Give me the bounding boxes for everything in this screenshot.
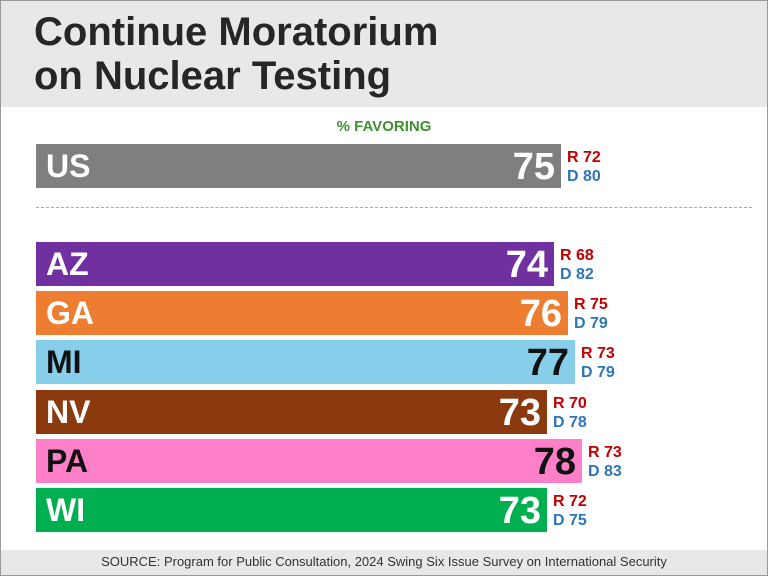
d-label-nv: D 78 (553, 414, 587, 431)
bar-label-az: AZ (46, 246, 89, 282)
chart-subtitle: % FAVORING (336, 118, 432, 135)
d-label-az: D 82 (560, 266, 594, 283)
bar-value-nv: 73 (499, 392, 541, 434)
r-label-az: R 68 (560, 247, 594, 264)
r-label-mi: R 73 (581, 345, 615, 362)
footer-band (1, 550, 767, 575)
bar-us (36, 144, 561, 188)
r-label-ga: R 75 (574, 296, 608, 313)
bar-pa (36, 439, 582, 483)
d-label-mi: D 79 (581, 364, 615, 381)
r-label-pa: R 73 (588, 444, 622, 461)
bar-wi (36, 488, 547, 532)
source-note: SOURCE: Program for Public Consultation,… (101, 554, 667, 569)
bar-mi (36, 340, 575, 384)
chart-title: Continue Moratorium on Nuclear Testing (34, 10, 734, 98)
bar-label-ga: GA (46, 295, 94, 331)
bar-value-mi: 77 (527, 342, 569, 384)
bar-value-us: 75 (513, 146, 555, 188)
divider-line (36, 207, 752, 208)
d-label-ga: D 79 (574, 315, 608, 332)
bar-ga (36, 291, 568, 335)
title-line-1: Continue Moratorium (34, 10, 439, 54)
title-band (1, 1, 767, 107)
d-label-pa: D 83 (588, 463, 622, 480)
d-label-wi: D 75 (553, 512, 587, 529)
bar-value-pa: 78 (534, 441, 576, 483)
bar-label-nv: NV (46, 394, 91, 430)
bar-value-wi: 73 (499, 490, 541, 532)
bar-label-wi: WI (46, 492, 85, 528)
bar-label-mi: MI (46, 344, 82, 380)
bar-label-us: US (46, 148, 90, 184)
r-label-us: R 72 (567, 149, 601, 166)
bar-az (36, 242, 554, 286)
r-label-wi: R 72 (553, 493, 587, 510)
d-label-us: D 80 (567, 168, 601, 185)
bar-label-pa: PA (46, 443, 88, 479)
bar-value-az: 74 (506, 244, 548, 286)
r-label-nv: R 70 (553, 395, 587, 412)
bar-value-ga: 76 (520, 293, 562, 335)
title-line-2: on Nuclear Testing (34, 54, 392, 98)
bar-nv (36, 390, 547, 434)
